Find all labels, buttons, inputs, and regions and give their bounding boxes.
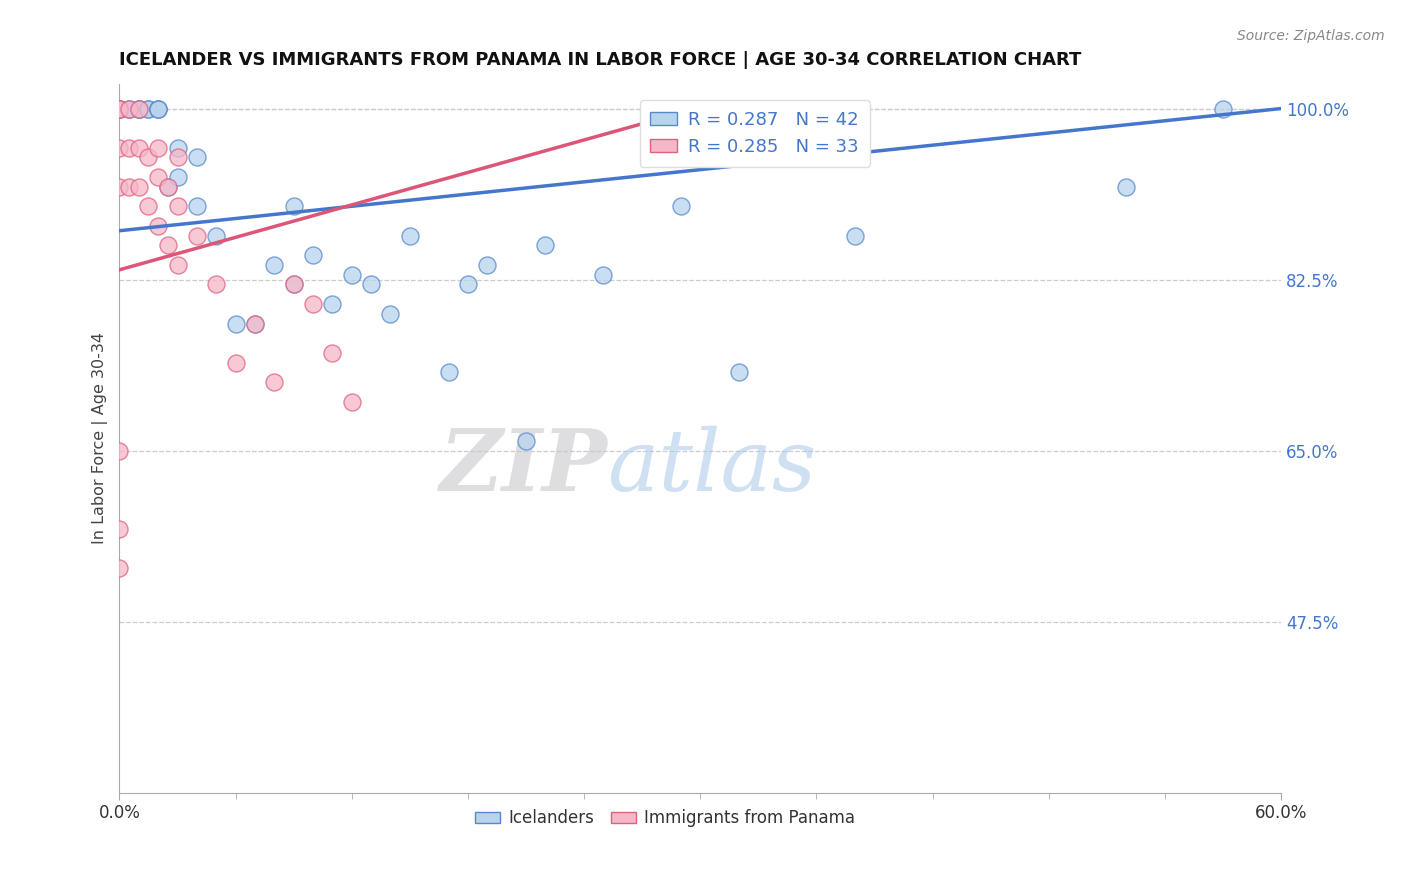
Point	[146, 169, 169, 184]
Point	[118, 179, 141, 194]
Point	[302, 248, 325, 262]
Point	[477, 258, 499, 272]
Point	[138, 102, 160, 116]
Point	[340, 268, 363, 282]
Point	[118, 102, 141, 116]
Point	[186, 228, 208, 243]
Text: ZIP: ZIP	[440, 425, 607, 508]
Point	[437, 366, 460, 380]
Point	[138, 150, 160, 164]
Point	[138, 199, 160, 213]
Point	[128, 102, 150, 116]
Point	[146, 219, 169, 233]
Point	[166, 169, 188, 184]
Point	[166, 258, 188, 272]
Point	[166, 150, 188, 164]
Point	[146, 102, 169, 116]
Point	[186, 150, 208, 164]
Point	[156, 179, 179, 194]
Point	[156, 238, 179, 252]
Point	[108, 102, 131, 116]
Point	[380, 307, 402, 321]
Point	[108, 102, 131, 116]
Point	[128, 102, 150, 116]
Point	[225, 356, 247, 370]
Point	[844, 228, 866, 243]
Point	[321, 297, 343, 311]
Point	[146, 141, 169, 155]
Point	[340, 394, 363, 409]
Point	[243, 317, 266, 331]
Point	[146, 102, 169, 116]
Point	[283, 277, 305, 292]
Point	[128, 179, 150, 194]
Point	[118, 102, 141, 116]
Point	[128, 102, 150, 116]
Point	[166, 199, 188, 213]
Point	[108, 561, 131, 575]
Point	[205, 277, 228, 292]
Point	[108, 102, 131, 116]
Text: atlas: atlas	[607, 425, 817, 508]
Point	[283, 199, 305, 213]
Y-axis label: In Labor Force | Age 30-34: In Labor Force | Age 30-34	[93, 333, 108, 544]
Point	[321, 346, 343, 360]
Point	[1115, 179, 1137, 194]
Point	[108, 102, 131, 116]
Point	[360, 277, 382, 292]
Point	[457, 277, 479, 292]
Legend: Icelanders, Immigrants from Panama: Icelanders, Immigrants from Panama	[468, 803, 862, 834]
Point	[128, 102, 150, 116]
Point	[728, 366, 751, 380]
Point	[1212, 102, 1234, 116]
Point	[166, 141, 188, 155]
Point	[108, 443, 131, 458]
Point	[592, 268, 614, 282]
Point	[128, 141, 150, 155]
Point	[534, 238, 557, 252]
Point	[108, 522, 131, 536]
Point	[138, 102, 160, 116]
Point	[515, 434, 537, 448]
Point	[186, 199, 208, 213]
Point	[263, 258, 285, 272]
Point	[146, 102, 169, 116]
Point	[669, 199, 692, 213]
Point	[263, 375, 285, 389]
Point	[302, 297, 325, 311]
Text: Source: ZipAtlas.com: Source: ZipAtlas.com	[1237, 29, 1385, 43]
Point	[118, 102, 141, 116]
Point	[108, 102, 131, 116]
Point	[243, 317, 266, 331]
Point	[108, 102, 131, 116]
Point	[398, 228, 420, 243]
Point	[108, 102, 131, 116]
Text: ICELANDER VS IMMIGRANTS FROM PANAMA IN LABOR FORCE | AGE 30-34 CORRELATION CHART: ICELANDER VS IMMIGRANTS FROM PANAMA IN L…	[120, 51, 1081, 69]
Point	[118, 141, 141, 155]
Point	[205, 228, 228, 243]
Point	[225, 317, 247, 331]
Point	[108, 141, 131, 155]
Point	[283, 277, 305, 292]
Point	[108, 179, 131, 194]
Point	[156, 179, 179, 194]
